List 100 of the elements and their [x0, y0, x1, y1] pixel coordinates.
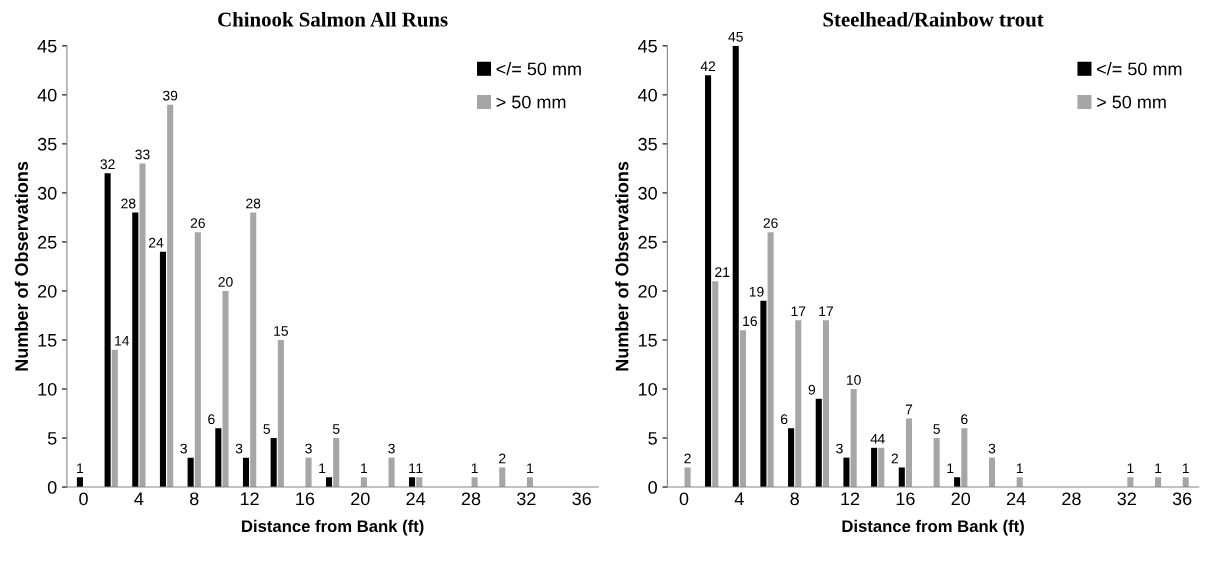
data-label: 2 [684, 453, 691, 464]
chart-title: Chinook Salmon All Runs [218, 11, 448, 27]
x-tick-label: 0 [79, 492, 88, 506]
data-label: 3 [388, 443, 395, 454]
data-label: 7 [905, 404, 913, 415]
data-label: 1 [1155, 463, 1162, 473]
bar [739, 330, 746, 488]
bar [187, 457, 194, 488]
y-tick-label: 20 [38, 284, 57, 298]
bar [843, 457, 850, 488]
bar [684, 467, 691, 488]
x-tick-label: 20 [351, 492, 370, 506]
data-label: 24 [149, 237, 164, 248]
data-label: 19 [749, 286, 764, 297]
data-label: 17 [819, 306, 833, 317]
data-label: 42 [700, 61, 716, 71]
x-tick-label: 20 [951, 492, 971, 506]
data-label: 45 [728, 32, 743, 42]
bar [215, 428, 222, 488]
bar [905, 418, 913, 488]
data-label: 21 [715, 267, 730, 277]
y-tick-label: 5 [47, 432, 57, 445]
y-tick-label: 40 [637, 88, 657, 102]
legend-label: > 50 mm [1097, 95, 1166, 109]
bar [333, 438, 340, 488]
bar [159, 251, 167, 488]
x-tick-label: 28 [1062, 492, 1081, 506]
bar [898, 467, 905, 488]
y-tick-label: 35 [638, 137, 657, 151]
bar [250, 212, 257, 488]
bar [1127, 477, 1134, 488]
x-tick-label: 8 [790, 492, 799, 506]
x-tick-label: 12 [841, 492, 860, 505]
data-label: 28 [121, 198, 136, 209]
data-label: 17 [791, 306, 806, 317]
legend-label: </= 50 mm [496, 62, 581, 76]
bar [305, 457, 312, 488]
y-tick-label: 40 [37, 88, 57, 102]
data-label: 3 [180, 443, 187, 454]
x-axis-title: Distance from Bank (ft) [242, 519, 424, 536]
data-label: 20 [218, 276, 233, 287]
data-label: 1 [409, 463, 416, 473]
data-label: 5 [263, 424, 271, 434]
y-tick-label: 15 [638, 334, 657, 347]
bar [416, 477, 423, 488]
data-label: 1 [1182, 463, 1189, 473]
data-label: 4 [870, 434, 878, 444]
x-tick-label: 4 [134, 492, 144, 505]
bar [76, 477, 83, 488]
data-label: 1 [319, 463, 326, 473]
y-axis-title: Number of Observations [14, 161, 29, 371]
y-tick-label: 25 [38, 235, 57, 249]
data-label: 32 [100, 159, 115, 170]
bar [760, 300, 767, 488]
bar [815, 398, 822, 488]
x-tick-label: 36 [1172, 492, 1192, 506]
bar [822, 320, 829, 488]
y-tick-label: 10 [638, 382, 657, 396]
y-tick-label: 5 [648, 432, 657, 445]
bar [788, 428, 795, 488]
legend-label: </= 50 mm [1097, 62, 1182, 76]
data-label: 1 [471, 463, 478, 473]
data-label: 5 [332, 424, 340, 434]
x-tick-label: 16 [296, 492, 315, 506]
data-label: 14 [115, 335, 130, 346]
data-label: 1 [77, 463, 84, 473]
data-label: 1 [416, 463, 423, 473]
data-label: 3 [305, 443, 312, 454]
bar [705, 75, 712, 488]
data-label: 39 [162, 90, 178, 101]
x-tick-label: 16 [896, 492, 915, 506]
bar [1182, 477, 1189, 488]
data-label: 9 [808, 384, 816, 395]
bar [871, 447, 878, 488]
x-tick-label: 4 [734, 492, 744, 505]
data-label: 16 [743, 316, 757, 327]
bar [242, 457, 250, 488]
data-label: 2 [891, 453, 899, 464]
bar [1155, 477, 1162, 488]
bar [325, 477, 333, 488]
bar [732, 45, 739, 488]
x-tick-label: 0 [679, 492, 689, 506]
bar [954, 477, 961, 488]
bar [360, 477, 367, 488]
data-label: 1 [361, 463, 368, 473]
x-tick-label: 24 [406, 492, 426, 505]
bar [132, 212, 139, 488]
bar [111, 349, 118, 488]
x-tick-label: 12 [240, 492, 259, 505]
bar [988, 457, 996, 488]
bar [850, 389, 857, 488]
data-label: 26 [190, 218, 205, 228]
x-tick-label: 32 [516, 492, 536, 506]
data-label: 28 [246, 198, 261, 209]
bar [167, 104, 174, 488]
y-tick-label: 10 [38, 382, 57, 396]
data-label: 5 [933, 424, 940, 434]
bar [270, 438, 277, 488]
bar [277, 339, 284, 488]
x-tick-label: 36 [572, 492, 591, 506]
